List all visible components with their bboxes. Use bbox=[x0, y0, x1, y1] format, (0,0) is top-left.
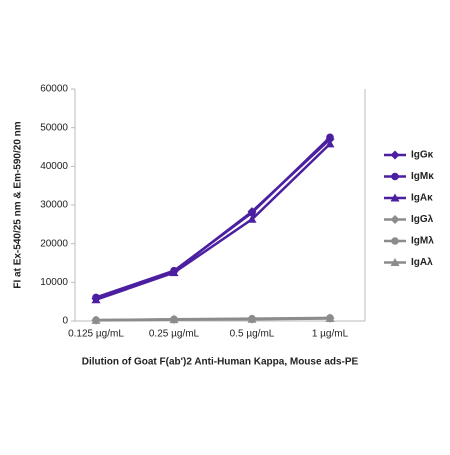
x-axis-label: Dilution of Goat F(ab')2 Anti-Human Kapp… bbox=[82, 357, 359, 368]
y-tick-label: 0 bbox=[62, 316, 68, 327]
y-tick-label: 30000 bbox=[40, 200, 68, 211]
marker bbox=[390, 150, 400, 160]
marker bbox=[390, 258, 400, 266]
marker bbox=[248, 208, 256, 217]
x-tick-label: 1 µg/mL bbox=[312, 329, 349, 340]
x-tick-label: 0.25 µg/mL bbox=[149, 329, 200, 340]
series-line bbox=[95, 136, 331, 299]
x-tick-label: 0.5 µg/mL bbox=[230, 329, 275, 340]
marker bbox=[91, 315, 101, 324]
marker bbox=[390, 215, 400, 224]
marker bbox=[325, 139, 335, 148]
series-line bbox=[95, 143, 331, 301]
y-tick-label: 20000 bbox=[40, 238, 68, 249]
legend-label: IgAκ bbox=[411, 193, 433, 204]
y-tick-label: 50000 bbox=[40, 122, 68, 133]
y-tick-label: 40000 bbox=[40, 161, 68, 172]
marker bbox=[325, 313, 335, 322]
marker bbox=[247, 214, 257, 223]
legend-label: IgGλ bbox=[411, 214, 434, 225]
legend-label: IgAλ bbox=[411, 257, 433, 268]
marker bbox=[247, 314, 257, 323]
legend-label: IgMλ bbox=[411, 236, 434, 247]
series-line bbox=[95, 317, 331, 322]
legend-label: IgGκ bbox=[411, 150, 434, 161]
marker bbox=[91, 295, 101, 304]
y-tick-label: 60000 bbox=[40, 84, 68, 95]
marker bbox=[390, 193, 400, 202]
marker bbox=[169, 315, 179, 324]
x-tick-label: 0.125 µg/mL bbox=[68, 329, 124, 340]
marker bbox=[169, 268, 179, 277]
marker bbox=[326, 133, 334, 142]
marker bbox=[391, 237, 399, 245]
legend-label: IgMκ bbox=[411, 171, 434, 182]
y-axis-label: FI at Ex-540/25 nm & Em-590/20 nm bbox=[13, 121, 24, 288]
marker bbox=[391, 172, 399, 181]
y-tick-label: 10000 bbox=[40, 277, 68, 288]
